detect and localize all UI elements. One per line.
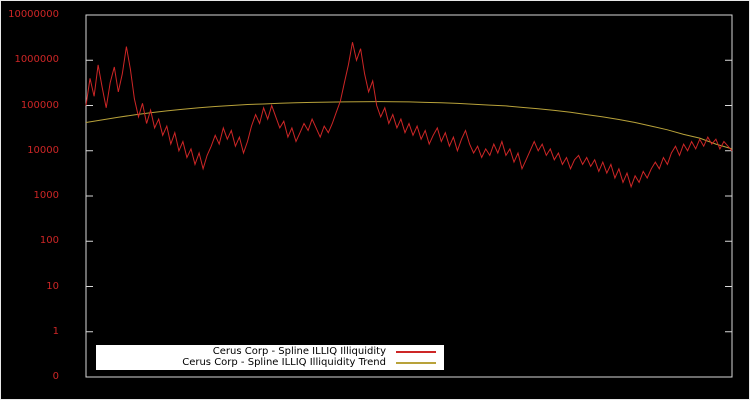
y-tick-label: 1000 bbox=[33, 190, 59, 201]
illiquidity-trend-line bbox=[85, 101, 733, 150]
plot-border bbox=[85, 14, 733, 378]
y-tick-label: 1000000 bbox=[14, 54, 59, 66]
chart-legend: Cerus Corp - Spline ILLIQ Illiquidity Ce… bbox=[96, 345, 444, 370]
legend-item-trend: Cerus Corp - Spline ILLIQ Illiquidity Tr… bbox=[100, 357, 436, 368]
axis-tick-marks bbox=[86, 14, 732, 378]
legend-label-trend: Cerus Corp - Spline ILLIQ Illiquidity Tr… bbox=[182, 357, 386, 368]
legend-item-illiquidity: Cerus Corp - Spline ILLIQ Illiquidity bbox=[100, 346, 436, 357]
y-tick-label: 100000 bbox=[20, 99, 59, 111]
y-tick-label: 0 bbox=[52, 371, 59, 382]
legend-line-trend bbox=[396, 361, 436, 364]
y-tick-label: 10000 bbox=[27, 144, 59, 156]
y-tick-label: 10000000 bbox=[8, 9, 59, 20]
illiquidity-series-line bbox=[85, 42, 733, 189]
legend-label-illiquidity: Cerus Corp - Spline ILLIQ Illiquidity bbox=[212, 346, 386, 357]
y-tick-label: 100 bbox=[39, 235, 59, 247]
legend-line-illiquidity bbox=[396, 350, 436, 353]
y-tick-label: 1 bbox=[52, 325, 59, 337]
y-tick-label: 10 bbox=[46, 280, 59, 292]
